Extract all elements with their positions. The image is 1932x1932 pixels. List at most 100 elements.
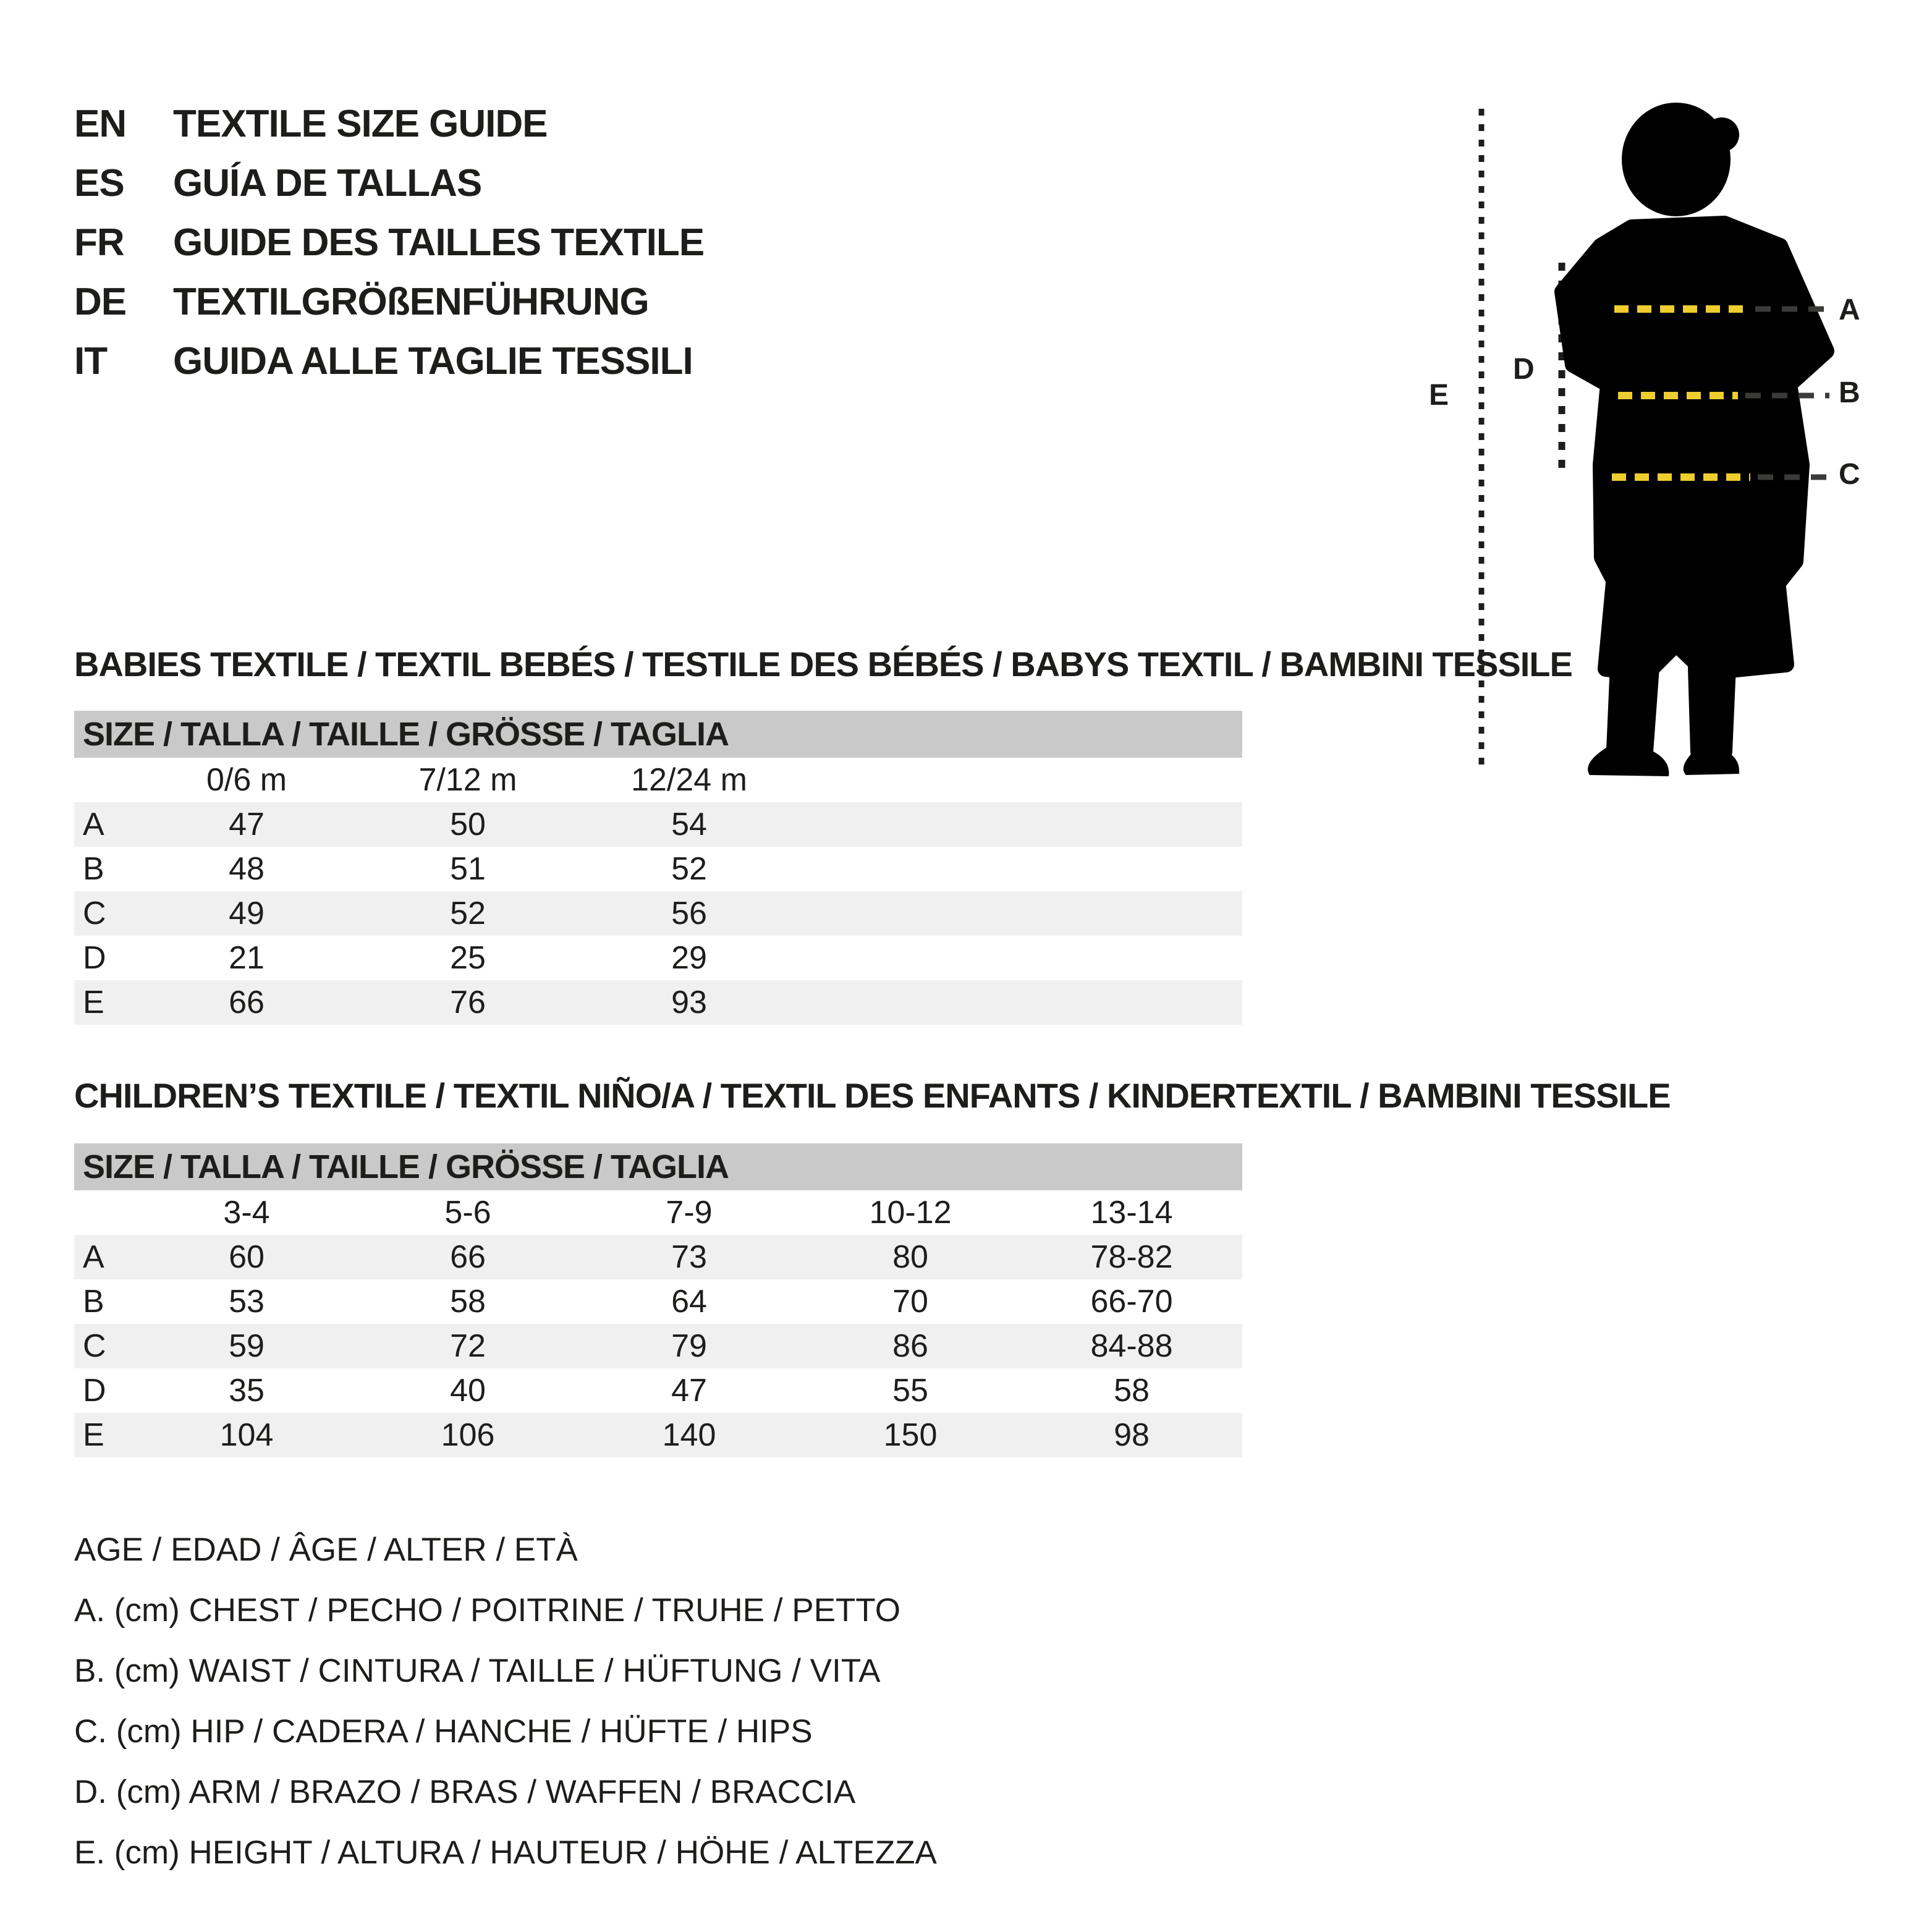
language-title: TEXTILE SIZE GUIDE: [173, 102, 548, 145]
table-cell: 47: [671, 1373, 707, 1409]
measurement-legend: AGE / EDAD / ÂGE / ALTER / ETÀ A. (cm) C…: [74, 1519, 937, 1883]
table-cell: 84-88: [1090, 1328, 1173, 1364]
table-cell: 66: [229, 985, 265, 1020]
column-header: 3-4: [223, 1195, 270, 1231]
babies-size-table: SIZE / TALLA / TAILLE / GRÖSSE / TAGLIA …: [74, 711, 1242, 1025]
table-row: A 47 50 54: [74, 802, 1242, 847]
column-header: 7/12 m: [418, 762, 517, 798]
language-row-en: EN TEXTILE SIZE GUIDE: [74, 94, 704, 153]
language-title: GUIDA ALLE TAGLIE TESSILI: [173, 339, 693, 383]
figure-label-c: C: [1839, 458, 1860, 491]
table-cell: 70: [892, 1284, 928, 1320]
table-row: D 21 25 29: [74, 936, 1242, 980]
legend-age-line: AGE / EDAD / ÂGE / ALTER / ETÀ: [74, 1531, 578, 1568]
column-header: 7-9: [666, 1195, 713, 1231]
table-cell: 93: [671, 985, 707, 1020]
table-cell: 98: [1114, 1417, 1150, 1453]
column-header: 0/6 m: [206, 762, 287, 798]
column-header: 10-12: [869, 1195, 952, 1231]
table-cell: 59: [229, 1328, 265, 1364]
table-cell: 53: [229, 1284, 265, 1320]
table-row: C 49 52 56: [74, 891, 1242, 936]
table-cell: 29: [671, 940, 707, 976]
language-row-de: DE TEXTILGRÖßENFÜHRUNG: [74, 272, 704, 331]
table-cell: 40: [450, 1373, 486, 1409]
babies-section-title: BABIES TEXTILE / TEXTIL BEBÉS / TESTILE …: [74, 645, 1573, 684]
row-label: D: [83, 940, 106, 976]
column-header: 13-14: [1090, 1195, 1173, 1231]
table-cell: 49: [229, 896, 265, 931]
table-cell: 86: [892, 1328, 928, 1364]
row-label: E: [83, 1417, 104, 1453]
language-title: GUIDE DES TAILLES TEXTILE: [173, 221, 705, 264]
row-label: C: [83, 896, 106, 931]
table-cell: 72: [450, 1328, 486, 1364]
table-cell: 21: [229, 940, 265, 976]
table-cell: 76: [450, 985, 486, 1020]
table-cell: 104: [219, 1417, 274, 1453]
children-size-table: SIZE / TALLA / TAILLE / GRÖSSE / TAGLIA …: [74, 1143, 1242, 1457]
table-cell: 35: [229, 1373, 265, 1409]
table-cell: 48: [229, 851, 265, 887]
column-header: 5-6: [444, 1195, 491, 1231]
size-header-band: SIZE / TALLA / TAILLE / GRÖSSE / TAGLIA: [74, 1143, 1242, 1190]
table-cell: 52: [450, 896, 486, 931]
language-title: GUÍA DE TALLAS: [173, 161, 482, 205]
table-cell: 51: [450, 851, 486, 887]
table-cell: 140: [662, 1417, 716, 1453]
legend-item-arm: D. (cm) ARM / BRAZO / BRAS / WAFFEN / BR…: [74, 1773, 856, 1810]
table-column-header-row: 0/6 m 7/12 m 12/24 m: [74, 758, 1242, 802]
row-label: A: [83, 807, 104, 842]
table-cell: 52: [671, 851, 707, 887]
language-code: DE: [74, 280, 127, 323]
table-row: D 35 40 47 55 58: [74, 1368, 1242, 1413]
legend-item-hip: C. (cm) HIP / CADERA / HANCHE / HÜFTE / …: [74, 1713, 813, 1750]
table-cell: 55: [892, 1373, 928, 1409]
language-header: EN TEXTILE SIZE GUIDE ES GUÍA DE TALLAS …: [74, 94, 705, 391]
column-header: 12/24 m: [631, 762, 747, 798]
table-cell: 58: [450, 1284, 486, 1320]
table-row: E 66 76 93: [74, 980, 1242, 1025]
child-feet: [1588, 743, 1740, 776]
row-label: E: [83, 985, 104, 1020]
legend-item-chest: A. (cm) CHEST / PECHO / POITRINE / TRUHE…: [74, 1591, 900, 1629]
children-section-title: CHILDREN’S TEXTILE / TEXTIL NIÑO/A / TEX…: [74, 1076, 1671, 1115]
table-row: A 60 66 73 80 78-82: [74, 1235, 1242, 1279]
table-cell: 64: [671, 1284, 707, 1320]
figure-label-e: E: [1429, 379, 1449, 412]
child-silhouette-icon: [1478, 103, 1834, 776]
figure-label-d: D: [1513, 353, 1535, 386]
child-measurement-figure: A B C D E: [1409, 87, 1932, 779]
table-cell: 150: [883, 1417, 938, 1453]
row-label: C: [83, 1328, 106, 1364]
language-code: ES: [74, 161, 125, 205]
legend-item-height: E. (cm) HEIGHT / ALTURA / HAUTEUR / HÖHE…: [74, 1834, 937, 1871]
table-row: B 48 51 52: [74, 847, 1242, 891]
table-row: C 59 72 79 86 84-88: [74, 1324, 1242, 1368]
table-cell: 54: [671, 807, 707, 842]
figure-label-a: A: [1839, 294, 1860, 326]
table-cell: 79: [671, 1328, 707, 1364]
table-cell: 56: [671, 896, 707, 931]
table-cell: 106: [441, 1417, 495, 1453]
row-label: B: [83, 851, 104, 887]
table-cell: 66: [450, 1239, 486, 1275]
language-title: TEXTILGRÖßENFÜHRUNG: [173, 280, 650, 323]
table-cell: 47: [229, 807, 265, 842]
size-header-label: SIZE / TALLA / TAILLE / GRÖSSE / TAGLIA: [83, 716, 729, 753]
table-cell: 73: [671, 1239, 707, 1275]
figure-label-b: B: [1839, 376, 1860, 409]
table-cell: 25: [450, 940, 486, 976]
row-label: B: [83, 1284, 104, 1320]
legend-item-waist: B. (cm) WAIST / CINTURA / TAILLE / HÜFTU…: [74, 1652, 881, 1689]
language-code: FR: [74, 221, 125, 264]
language-code: IT: [74, 339, 108, 383]
table-row: E 104 106 140 150 98: [74, 1413, 1242, 1457]
table-cell: 60: [229, 1239, 265, 1275]
table-cell: 50: [450, 807, 486, 842]
table-column-header-row: 3-4 5-6 7-9 10-12 13-14: [74, 1190, 1242, 1235]
language-row-es: ES GUÍA DE TALLAS: [74, 153, 704, 213]
measure-lines: [1612, 305, 1829, 481]
table-cell: 78-82: [1090, 1239, 1173, 1275]
